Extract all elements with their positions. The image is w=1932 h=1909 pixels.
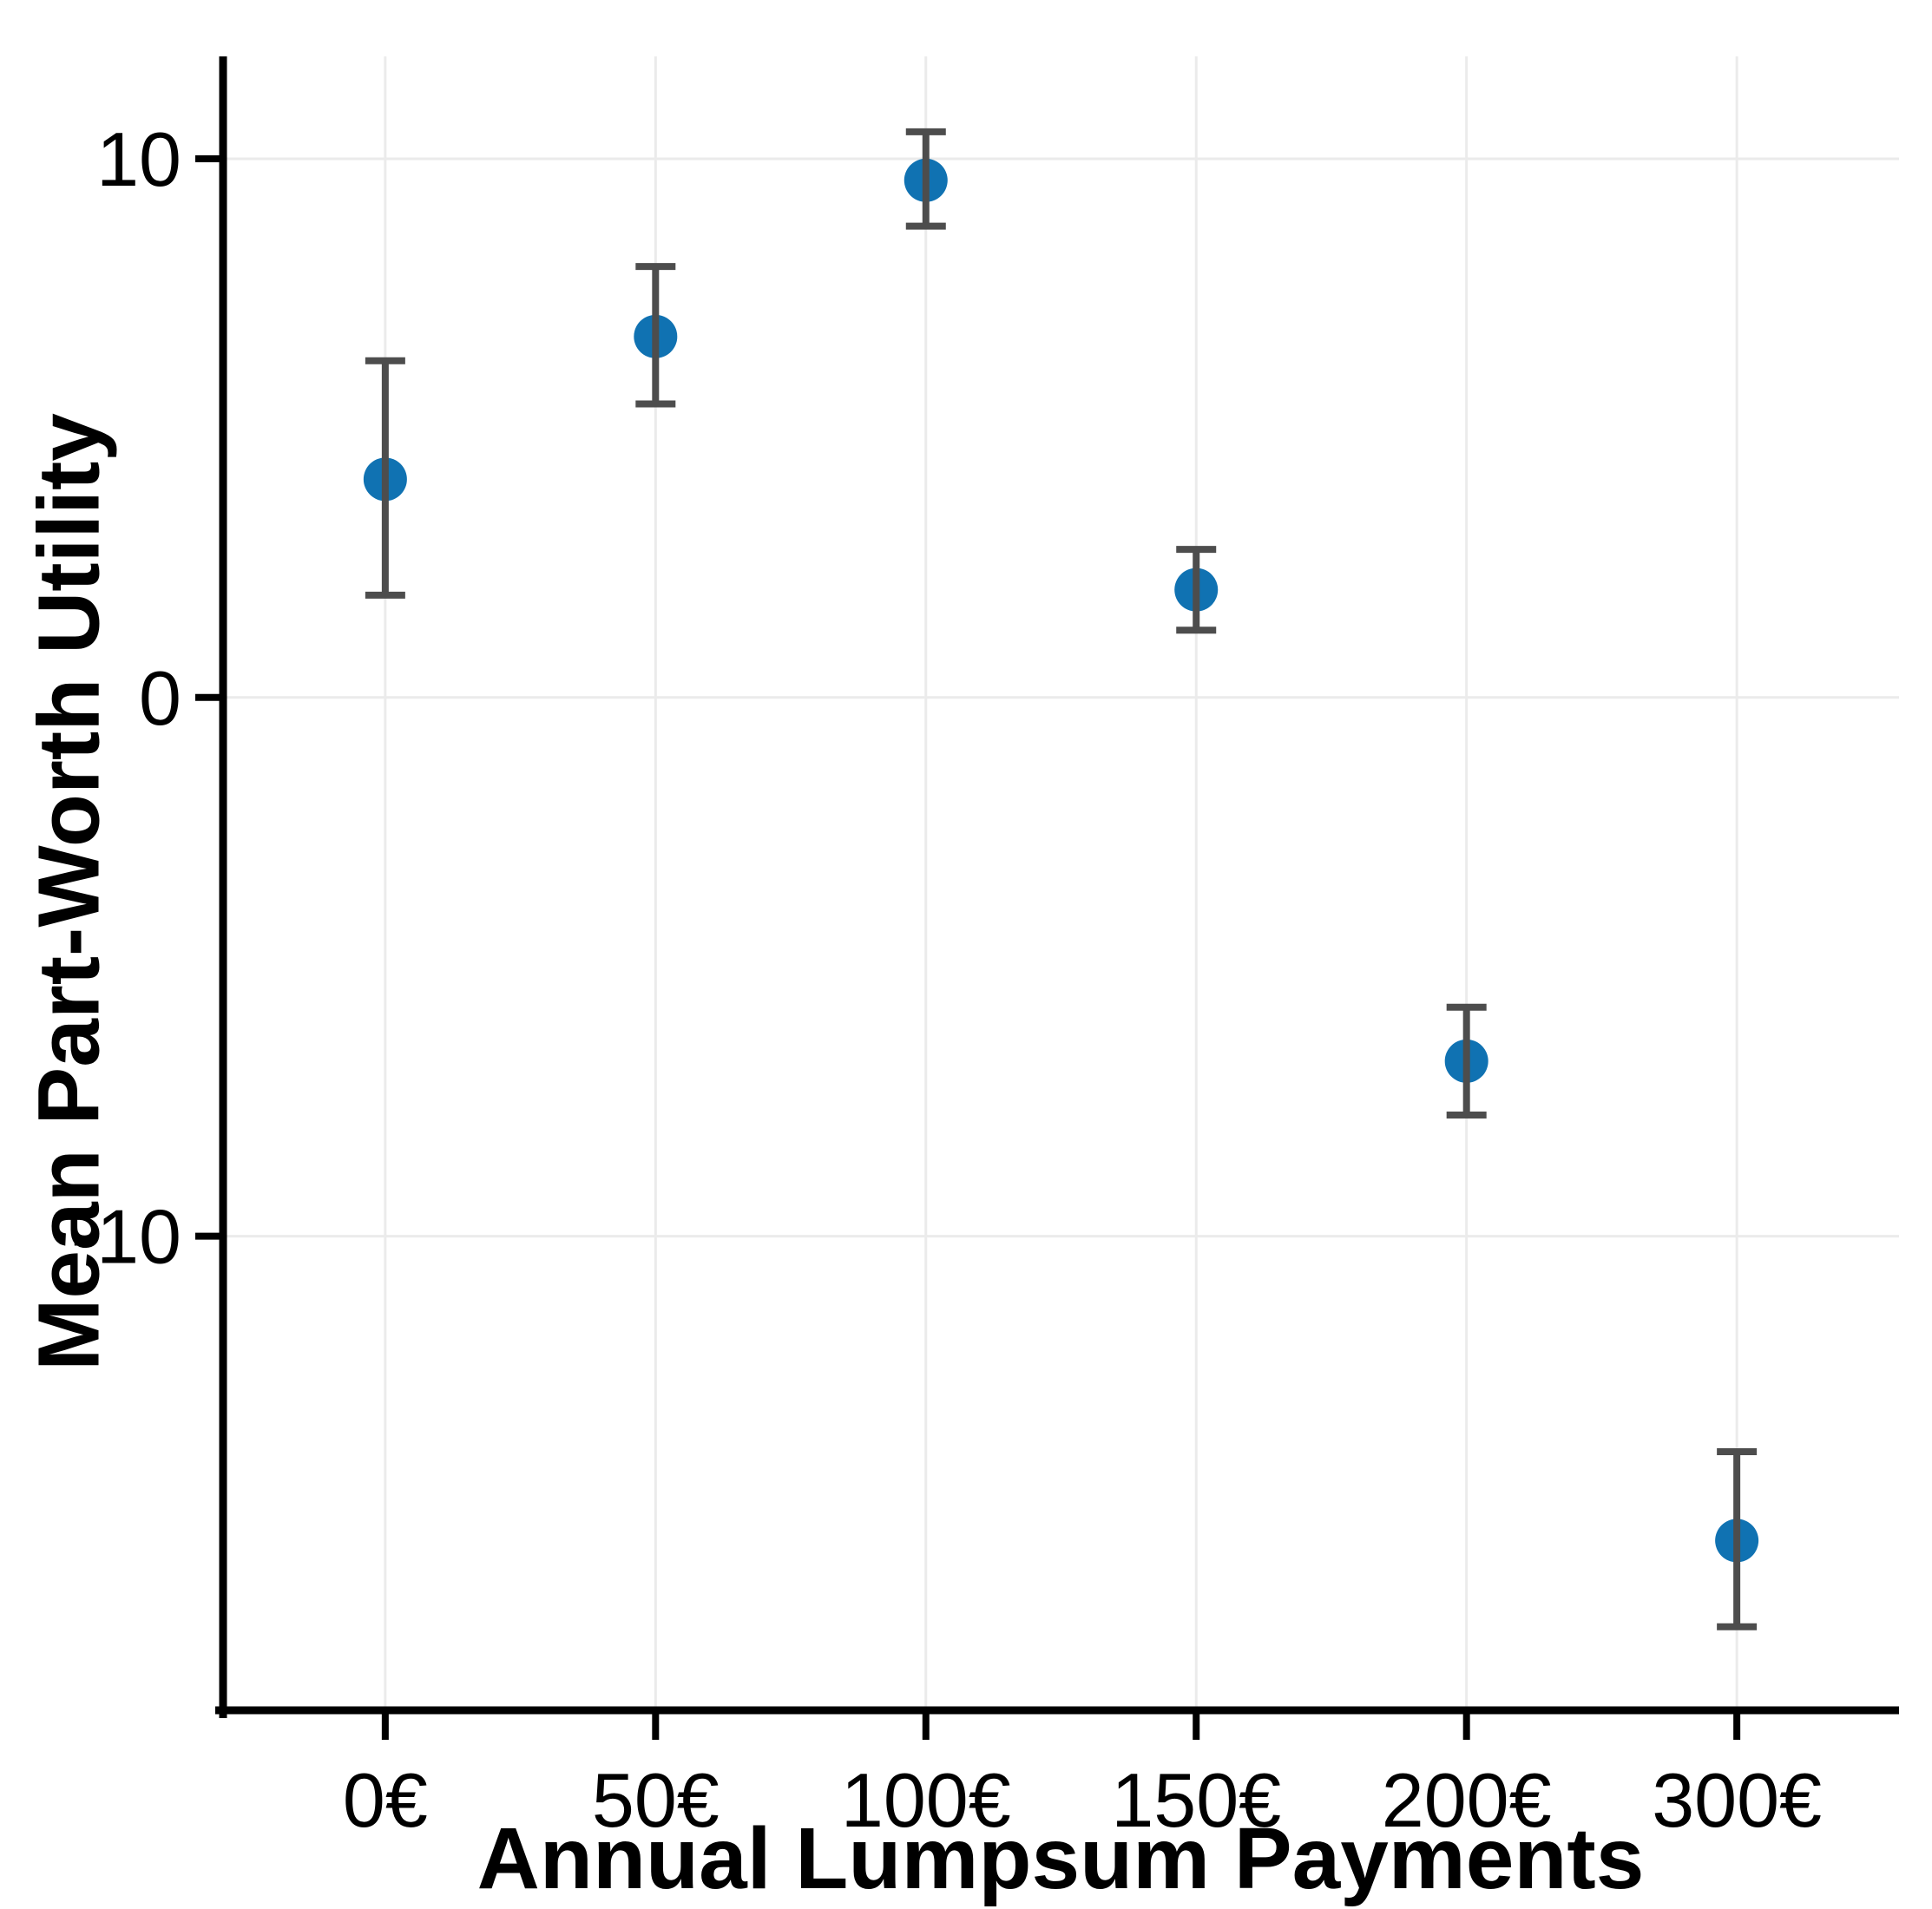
x-tick-label: 200€ (1382, 1757, 1552, 1843)
x-axis-title: Annual Lumpsum Payments (476, 1810, 1645, 1907)
x-tick-label: 0€ (343, 1757, 428, 1843)
y-tick-label: 10 (96, 116, 181, 202)
x-tick-label: 100€ (841, 1757, 1011, 1843)
y-tick-label: -10 (71, 1194, 181, 1280)
y-tick-label: 0 (139, 655, 181, 741)
x-tick-label: 50€ (592, 1757, 720, 1843)
x-tick-label: 300€ (1652, 1757, 1822, 1843)
x-tick-label: 150€ (1111, 1757, 1281, 1843)
y-axis-title: Mean Part-Worth Utility (20, 413, 118, 1371)
